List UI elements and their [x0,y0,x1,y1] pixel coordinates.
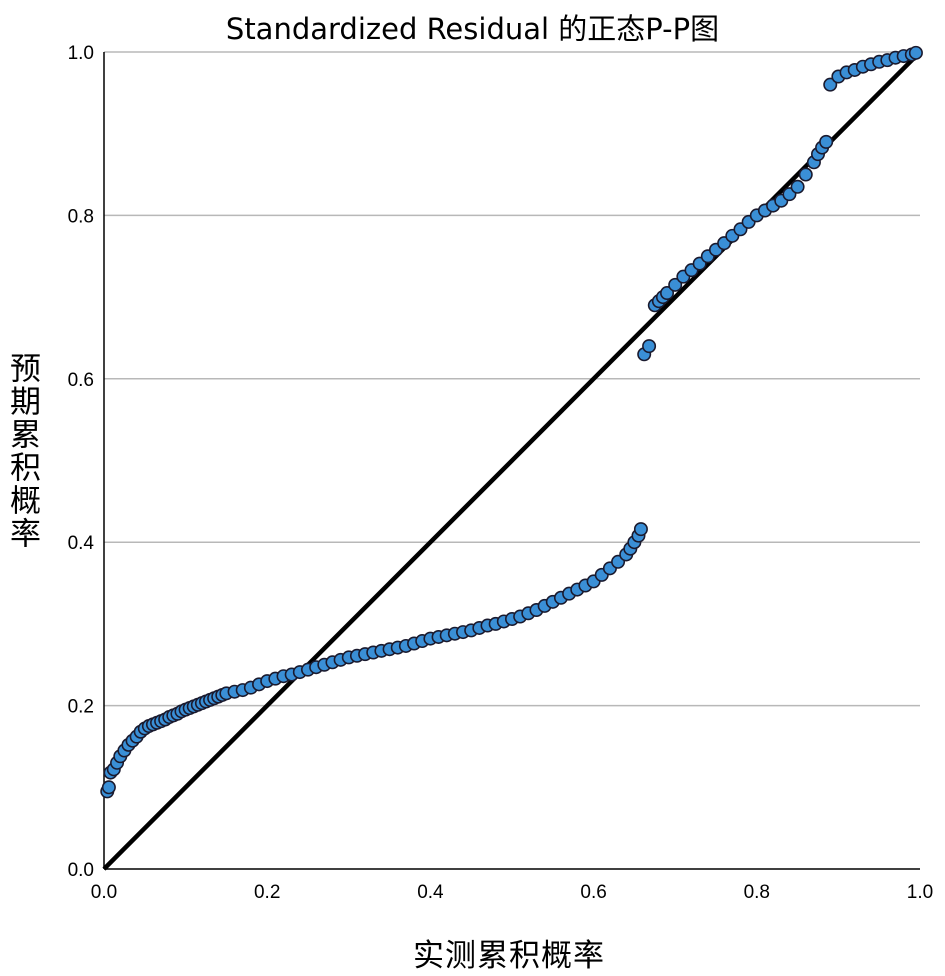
x-tick-label: 0.2 [254,882,280,903]
reference-line-layer [102,50,922,871]
axes [103,52,920,870]
data-point [823,77,838,92]
y-tick-label: 0.8 [68,206,94,227]
x-tick-label: 0.6 [580,882,606,903]
y-tick-label: 1.0 [68,43,94,64]
y-tick-label: 0.2 [68,697,94,718]
data-point [908,45,923,60]
x-tick-label: 0.0 [91,882,117,903]
data-point [633,522,648,537]
data-point [642,339,657,354]
y-tick-label: 0.4 [68,533,95,554]
x-tick-label: 1.0 [907,882,933,903]
data-point [819,134,834,149]
x-axis-label: 实测累积概率 [413,938,605,974]
data-point [660,286,675,301]
data-point [101,780,116,795]
y-tick-label: 0.6 [68,370,94,391]
y-axis-label: 预期累积概率 [4,352,40,550]
data-point [798,167,813,182]
data-points [100,45,923,799]
grid-lines [104,51,920,707]
tick-labels: 0.0 0.2 0.4 0.6 0.8 1.0 0.0 0.2 0.4 0.6 0.8 1.0 [68,43,934,903]
data-point [790,179,805,194]
x-tick-label: 0.4 [417,882,444,903]
reference-line [102,50,922,871]
chart-title: Standardized Residual 的正态P-P图 [225,12,720,46]
y-tick-label: 0.0 [68,860,94,881]
data-point [668,277,683,292]
x-tick-label: 0.8 [744,882,770,903]
